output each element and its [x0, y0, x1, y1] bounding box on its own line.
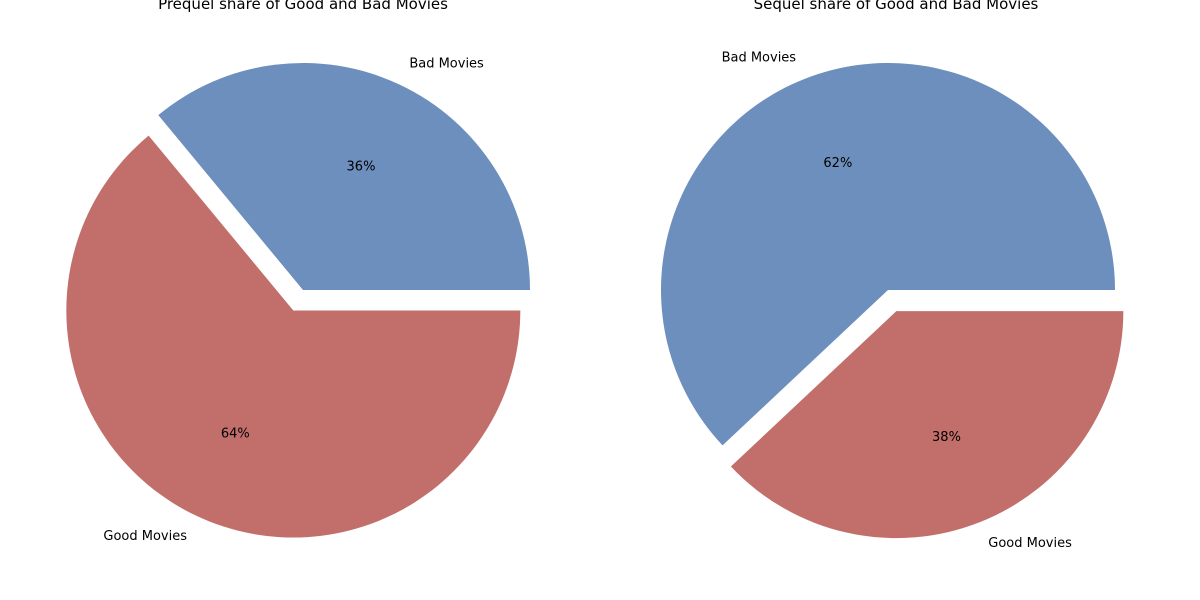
prequel-slices: 36% Bad Movies 64% Good Movies — [66, 57, 530, 544]
sequel-chart-title: Sequel share of Good and Bad Movies — [754, 0, 1039, 13]
sequel-pct-label-good-movies: 38% — [932, 430, 961, 445]
prequel-slice-bad-movies — [158, 62, 530, 290]
sequel-slice-bad-movies — [660, 62, 1115, 446]
sequel-slices: 62% Bad Movies 38% Good Movies — [660, 50, 1124, 551]
sequel-slice-good-movies — [730, 311, 1124, 539]
prequel-slice-good-movies — [66, 135, 521, 538]
sequel-slice-label-good-movies: Good Movies — [988, 536, 1072, 551]
prequel-slice-label-good-movies: Good Movies — [103, 529, 187, 544]
prequel-pie-chart: Prequel share of Good and Bad Movies 36%… — [66, 0, 530, 544]
prequel-slice-label-bad-movies: Bad Movies — [409, 57, 484, 72]
prequel-pct-label-bad-movies: 36% — [347, 159, 376, 174]
prequel-chart-title: Prequel share of Good and Bad Movies — [158, 0, 448, 13]
prequel-pct-label-good-movies: 64% — [221, 426, 250, 441]
sequel-slice-label-bad-movies: Bad Movies — [722, 50, 797, 65]
sequel-pct-label-bad-movies: 62% — [823, 156, 852, 171]
sequel-pie-chart: Sequel share of Good and Bad Movies 62% B… — [660, 0, 1124, 551]
